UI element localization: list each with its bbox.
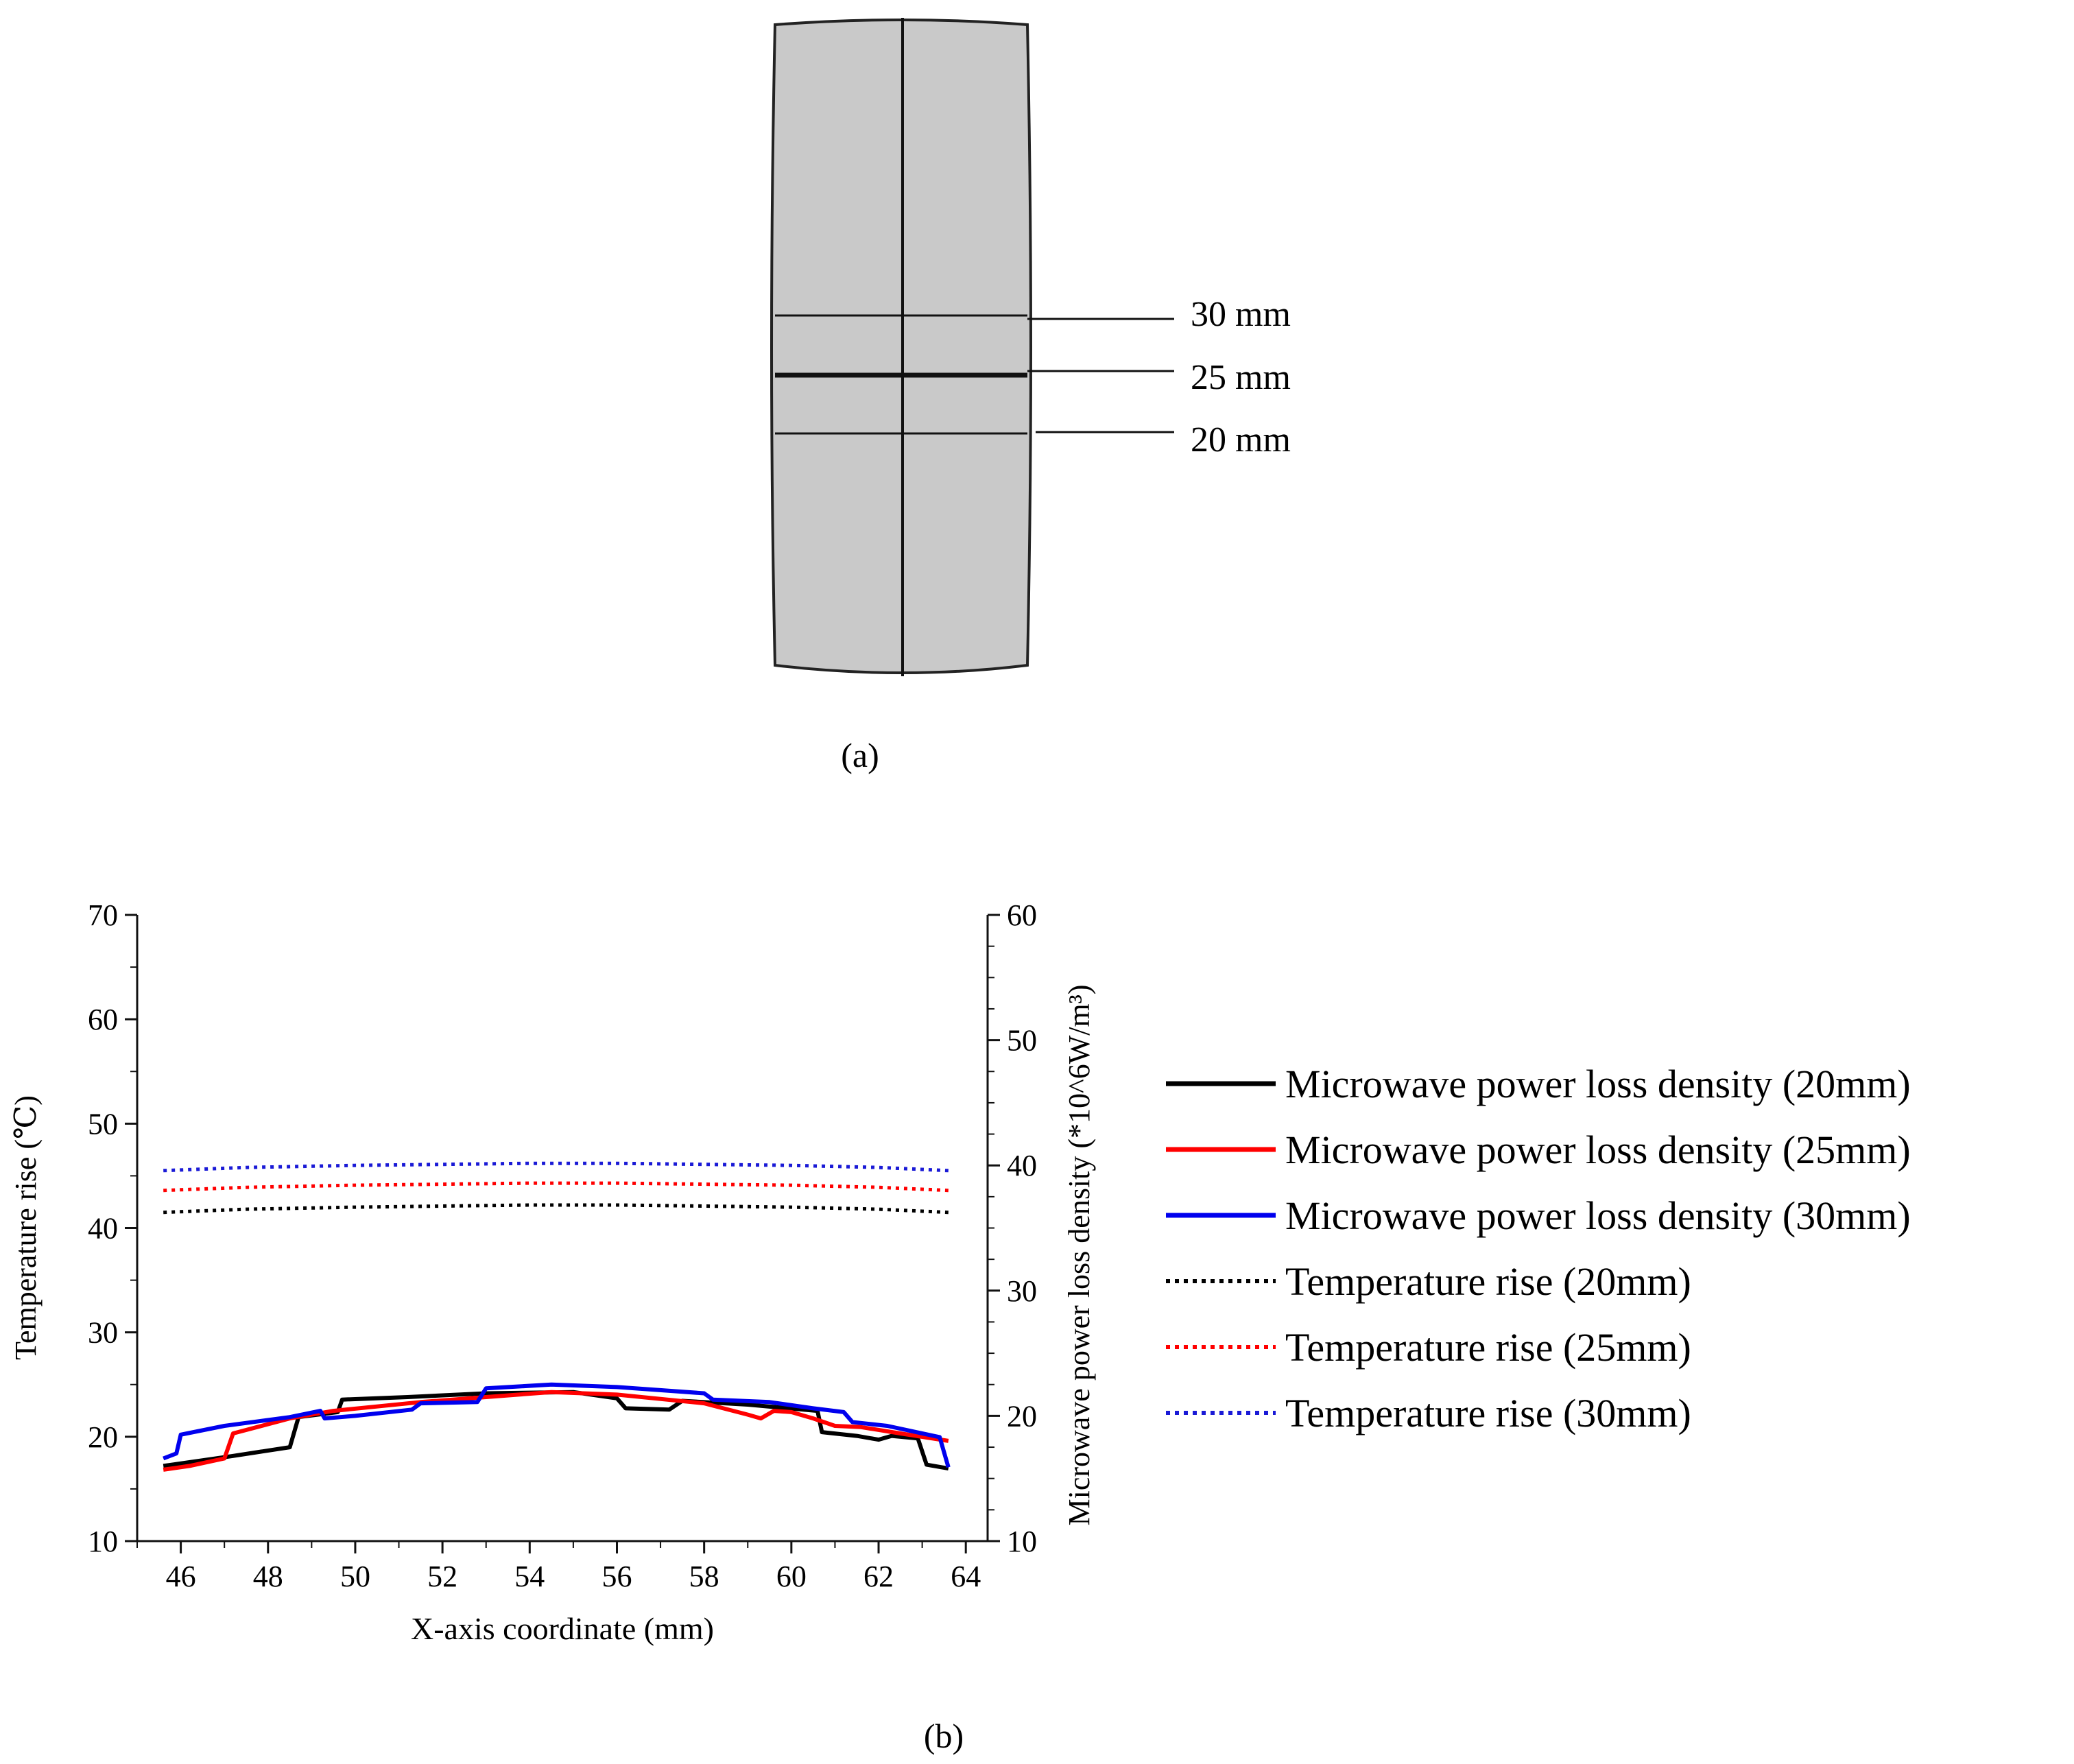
x-tick-label: 50 bbox=[340, 1560, 370, 1593]
series-line-1 bbox=[163, 1390, 949, 1471]
series-line-2 bbox=[163, 1390, 949, 1472]
y-left-tick-label: 30 bbox=[88, 1316, 118, 1350]
panel-a: 30 mm 25 mm 20 mm (a) bbox=[770, 18, 1291, 774]
x-tick-label: 58 bbox=[689, 1560, 719, 1593]
y-right-tick-label: 30 bbox=[1007, 1274, 1037, 1308]
series-line-4 bbox=[163, 1203, 949, 1215]
panel-b-chart: 46 48 50 52 54 56 58 60 62 64 10 20 30 40 50 60 70 10 20… bbox=[9, 898, 1911, 1755]
y-right-tick-label: 20 bbox=[1007, 1399, 1037, 1433]
legend: Microwave power loss density (20mm) Micro… bbox=[1166, 1062, 1911, 1435]
y-right-tick-label: 60 bbox=[1007, 898, 1037, 932]
y-right-tick-label: 50 bbox=[1007, 1024, 1037, 1058]
y-axis-left-ticks: 10 20 30 40 50 60 70 bbox=[88, 898, 137, 1558]
legend-label-2: Microwave power loss density (25mm) bbox=[1285, 1128, 1911, 1172]
section-label-30mm: 30 mm bbox=[1191, 295, 1291, 334]
legend-label-3: Microwave power loss density (30mm) bbox=[1285, 1193, 1911, 1238]
y-left-tick-label: 40 bbox=[88, 1212, 118, 1245]
legend-label-6: Temperature rise (30mm) bbox=[1285, 1391, 1691, 1435]
x-tick-label: 52 bbox=[427, 1560, 457, 1593]
x-tick-label: 46 bbox=[166, 1560, 196, 1593]
x-axis-label: X-axis coordinate (mm) bbox=[411, 1611, 714, 1646]
y-left-tick-label: 60 bbox=[88, 1003, 118, 1036]
x-tick-label: 62 bbox=[863, 1560, 894, 1593]
series-layer bbox=[163, 1161, 951, 1472]
x-tick-label: 60 bbox=[776, 1560, 807, 1593]
y-left-tick-label: 50 bbox=[88, 1107, 118, 1141]
x-tick-label: 56 bbox=[601, 1560, 632, 1593]
x-axis-ticks: 46 48 50 52 54 56 58 60 62 64 bbox=[136, 1541, 981, 1593]
x-tick-label: 54 bbox=[514, 1560, 545, 1593]
y-axis-right-label: Microwave power loss density (*10^6W/m³) bbox=[1062, 984, 1096, 1525]
y-right-tick-label: 10 bbox=[1007, 1525, 1037, 1558]
y-axis-left-label: Temperature rise (℃) bbox=[9, 1095, 43, 1360]
y-left-tick-label: 70 bbox=[88, 898, 118, 932]
panel-a-caption: (a) bbox=[841, 736, 879, 774]
y-left-tick-label: 20 bbox=[88, 1420, 118, 1454]
section-label-25mm: 25 mm bbox=[1191, 358, 1291, 397]
plot-frame bbox=[136, 915, 989, 1542]
series-line-5 bbox=[163, 1181, 949, 1193]
series-line-3 bbox=[163, 1382, 951, 1468]
legend-label-4: Temperature rise (20mm) bbox=[1285, 1259, 1691, 1304]
legend-label-5: Temperature rise (25mm) bbox=[1285, 1325, 1691, 1370]
x-tick-label: 64 bbox=[951, 1560, 981, 1593]
y-axis-right-ticks: 10 20 30 40 50 60 bbox=[988, 898, 1037, 1558]
series-line-6 bbox=[163, 1161, 949, 1173]
section-label-20mm: 20 mm bbox=[1191, 420, 1291, 460]
panel-b-caption: (b) bbox=[924, 1717, 964, 1755]
y-right-tick-label: 40 bbox=[1007, 1149, 1037, 1182]
legend-label-1: Microwave power loss density (20mm) bbox=[1285, 1062, 1911, 1106]
y-left-tick-label: 10 bbox=[88, 1525, 118, 1558]
x-tick-label: 48 bbox=[253, 1560, 283, 1593]
